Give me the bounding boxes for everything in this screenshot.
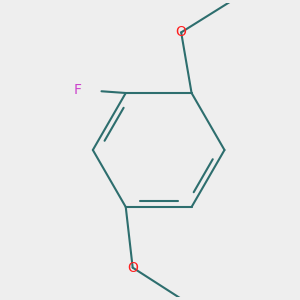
Text: O: O: [176, 26, 187, 39]
Text: F: F: [73, 82, 81, 97]
Text: O: O: [127, 261, 138, 274]
